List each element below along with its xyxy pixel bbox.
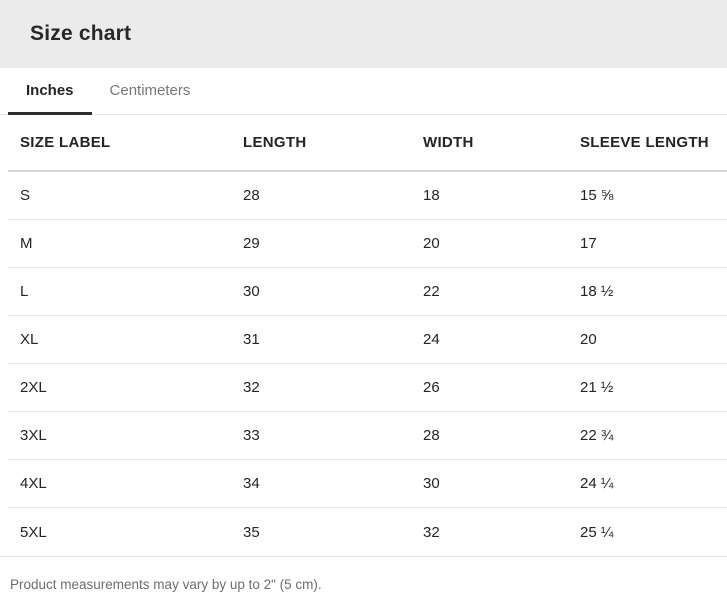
cell-sleeve-length: 15 ⅝: [580, 187, 614, 204]
cell-width: 32: [423, 523, 440, 541]
cell-sleeve-length: 18 ½: [580, 283, 614, 300]
cell-width: 28: [423, 427, 440, 444]
cell-size-label: 2XL: [20, 379, 47, 396]
table-header-row: SIZE LABEL LENGTH WIDTH SLEEVE LENGTH: [8, 115, 727, 172]
footer: Product measurements may vary by up to 2…: [0, 556, 727, 592]
table-row-4xl: 4XL 34 30 24 ¼: [8, 460, 727, 508]
cell-width: 30: [423, 475, 440, 492]
page-title: Size chart: [30, 22, 132, 45]
column-header-size-label: SIZE LABEL: [20, 134, 111, 151]
table-row-xl: XL 31 24 20: [8, 316, 727, 364]
column-header-width: WIDTH: [423, 134, 474, 151]
table-row-m: M 29 20 17: [8, 220, 727, 268]
cell-sleeve-length: 20: [580, 331, 597, 348]
table-row-2xl: 2XL 32 26 21 ½: [8, 364, 727, 412]
cell-size-label: 4XL: [20, 475, 47, 492]
cell-size-label: XL: [20, 331, 39, 348]
cell-length: 34: [243, 475, 260, 492]
cell-sleeve-length: 25 ¼: [580, 523, 614, 541]
column-header-length: LENGTH: [243, 134, 307, 151]
cell-size-label: L: [20, 283, 29, 300]
cell-sleeve-length: 24 ¼: [580, 475, 614, 492]
cell-width: 22: [423, 283, 440, 300]
size-chart-header: Size chart: [0, 0, 727, 68]
cell-length: 35: [243, 523, 260, 541]
column-header-sleeve-length: SLEEVE LENGTH: [580, 134, 709, 151]
cell-width: 20: [423, 235, 440, 252]
measurement-disclaimer: Product measurements may vary by up to 2…: [10, 577, 322, 592]
table-row-s: S 28 18 15 ⅝: [8, 172, 727, 220]
size-table: SIZE LABEL LENGTH WIDTH SLEEVE LENGTH S …: [0, 115, 727, 556]
cell-sleeve-length: 17: [580, 235, 597, 252]
cell-size-label: S: [20, 187, 31, 204]
cell-length: 33: [243, 427, 260, 444]
cell-width: 26: [423, 379, 440, 396]
unit-tabs: Inches Centimeters: [0, 68, 727, 115]
cell-length: 28: [243, 187, 260, 204]
cell-size-label: 5XL: [20, 523, 47, 541]
table-row-5xl: 5XL 35 32 25 ¼: [8, 508, 727, 556]
cell-sleeve-length: 21 ½: [580, 379, 614, 396]
cell-length: 30: [243, 283, 260, 300]
tab-centimeters[interactable]: Centimeters: [109, 81, 191, 99]
cell-size-label: 3XL: [20, 427, 47, 444]
table-row-3xl: 3XL 33 28 22 ¾: [8, 412, 727, 460]
cell-sleeve-length: 22 ¾: [580, 427, 614, 444]
cell-size-label: M: [20, 235, 33, 252]
table-row-l: L 30 22 18 ½: [8, 268, 727, 316]
cell-length: 31: [243, 331, 260, 348]
cell-width: 24: [423, 331, 440, 348]
cell-length: 29: [243, 235, 260, 252]
cell-length: 32: [243, 379, 260, 396]
tab-inches[interactable]: Inches: [8, 68, 92, 115]
cell-width: 18: [423, 187, 440, 204]
